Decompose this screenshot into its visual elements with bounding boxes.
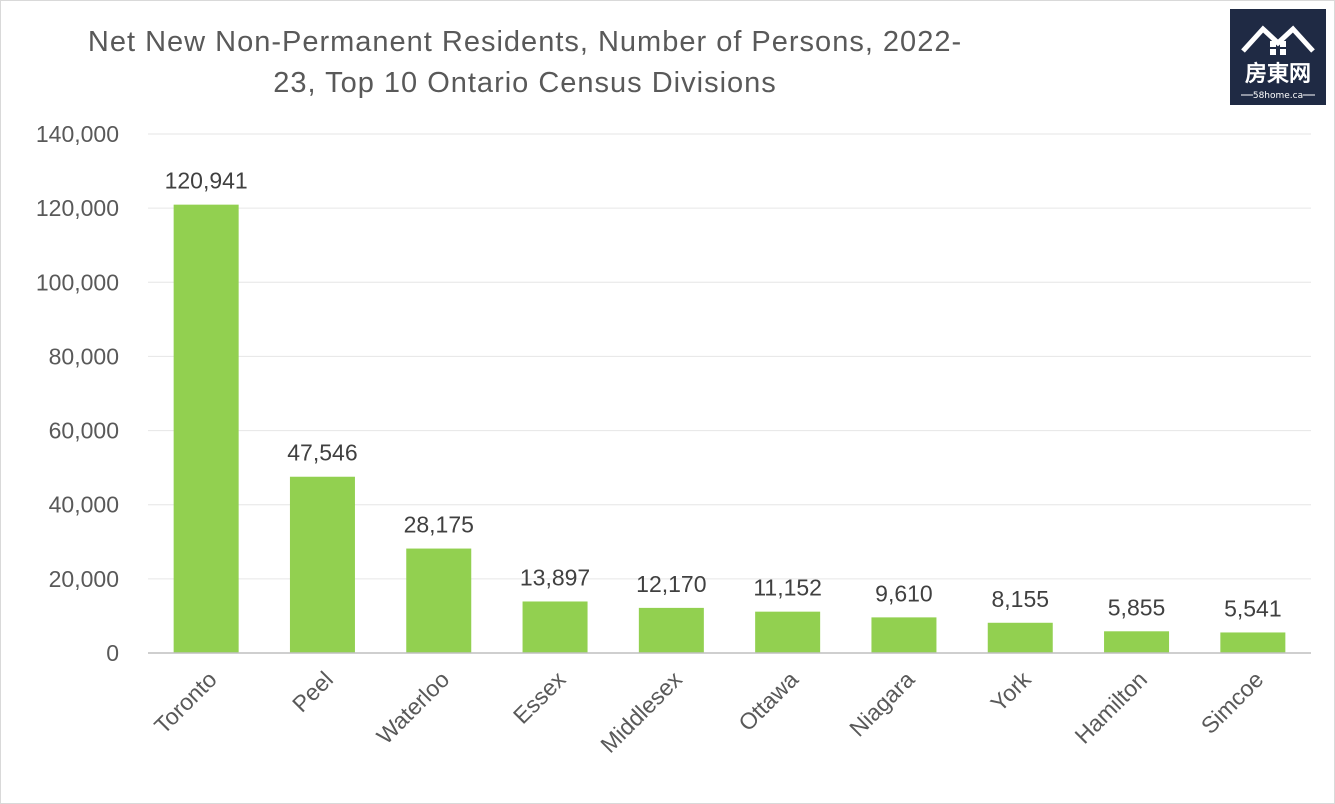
data-label: 5,855 bbox=[1108, 594, 1166, 620]
y-tick-label: 80,000 bbox=[49, 343, 119, 369]
bars bbox=[173, 204, 1286, 654]
y-tick-label: 60,000 bbox=[49, 418, 119, 444]
data-label: 8,155 bbox=[991, 586, 1049, 612]
category-label: Niagara bbox=[844, 666, 919, 741]
category-label: Waterloo bbox=[371, 666, 454, 749]
data-label: 28,175 bbox=[404, 512, 474, 538]
category-label: Toronto bbox=[149, 666, 222, 739]
y-axis-tick-labels: 0 20,000 40,000 60,000 80,000 100,000 120,000 1… bbox=[36, 121, 119, 666]
category-label: Hamilton bbox=[1070, 666, 1153, 749]
data-labels: 120,941 47,546 28,175 13,897 12,170 11,152 9,6… bbox=[165, 168, 1282, 622]
logo-background bbox=[1230, 9, 1326, 105]
category-label: Essex bbox=[508, 666, 571, 729]
chart-title-line-2: 23, Top 10 Ontario Census Divisions bbox=[273, 67, 777, 99]
y-tick-label: 100,000 bbox=[36, 269, 119, 295]
bar bbox=[1220, 632, 1286, 653]
y-tick-label: 120,000 bbox=[36, 195, 119, 221]
chart-title: Net New Non-Permanent Residents, Number … bbox=[88, 26, 962, 99]
chart-title-line-1: Net New Non-Permanent Residents, Number … bbox=[88, 26, 962, 58]
data-label: 12,170 bbox=[636, 571, 706, 597]
data-label: 47,546 bbox=[287, 440, 357, 466]
bar bbox=[406, 548, 472, 653]
category-label: Peel bbox=[287, 666, 338, 717]
data-label: 5,541 bbox=[1224, 595, 1282, 621]
logo-name: 房東网 bbox=[1245, 61, 1311, 87]
data-label: 13,897 bbox=[520, 564, 590, 590]
category-label: Middlesex bbox=[595, 666, 687, 758]
data-label: 11,152 bbox=[753, 575, 822, 601]
data-label: 120,941 bbox=[165, 168, 248, 194]
house-roof-icon bbox=[1241, 25, 1315, 55]
category-label: York bbox=[985, 666, 1036, 717]
bar bbox=[987, 622, 1053, 653]
bar bbox=[638, 607, 704, 653]
bar bbox=[871, 617, 937, 653]
bar bbox=[1104, 631, 1170, 653]
bar bbox=[173, 204, 239, 654]
data-label: 9,610 bbox=[875, 580, 933, 606]
logo-url: 58home.ca bbox=[1253, 91, 1303, 101]
bar bbox=[522, 601, 588, 653]
bar bbox=[289, 476, 355, 653]
y-tick-label: 140,000 bbox=[36, 121, 119, 147]
bar bbox=[755, 611, 821, 653]
x-axis-category-labels: Toronto Peel Waterloo Essex Middlesex Ottawa N… bbox=[149, 666, 1268, 758]
category-label: Ottawa bbox=[733, 666, 803, 736]
y-tick-label: 40,000 bbox=[49, 492, 119, 518]
site-logo: 房東网 58home.ca bbox=[1230, 9, 1326, 105]
y-tick-label: 0 bbox=[106, 640, 119, 666]
y-tick-label: 20,000 bbox=[49, 566, 119, 592]
category-label: Simcoe bbox=[1196, 666, 1269, 739]
